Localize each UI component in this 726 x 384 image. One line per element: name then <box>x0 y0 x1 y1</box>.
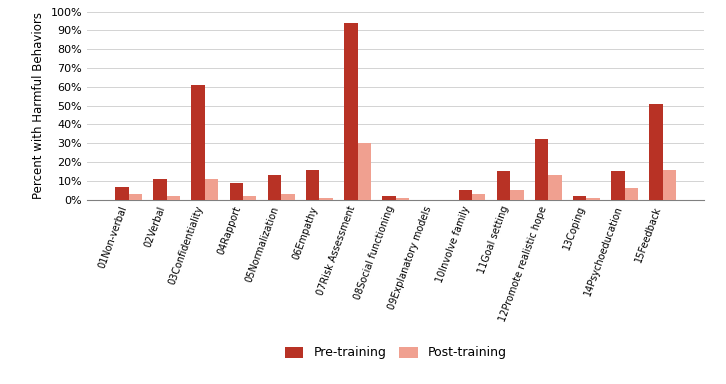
Bar <box>396 198 409 200</box>
Bar <box>535 139 548 200</box>
Bar <box>548 175 562 200</box>
Bar <box>497 172 510 200</box>
Bar <box>281 194 295 200</box>
Bar <box>153 179 167 200</box>
Bar <box>383 196 396 200</box>
Bar <box>243 196 256 200</box>
Y-axis label: Percent with Harmful Behaviors: Percent with Harmful Behaviors <box>32 12 45 199</box>
Bar <box>573 196 587 200</box>
Bar <box>306 170 319 200</box>
Bar <box>357 143 371 200</box>
Bar <box>205 179 219 200</box>
Bar <box>192 85 205 200</box>
Bar <box>319 198 333 200</box>
Bar <box>268 175 281 200</box>
Bar <box>663 170 676 200</box>
Bar <box>229 183 243 200</box>
Bar <box>472 194 486 200</box>
Bar <box>611 172 624 200</box>
Bar <box>167 196 180 200</box>
Bar <box>459 190 472 200</box>
Bar <box>344 23 357 200</box>
Bar <box>624 189 638 200</box>
Bar <box>510 190 523 200</box>
Legend: Pre-training, Post-training: Pre-training, Post-training <box>280 341 512 364</box>
Bar <box>115 187 129 200</box>
Bar <box>650 104 663 200</box>
Bar <box>587 198 600 200</box>
Bar <box>129 194 142 200</box>
